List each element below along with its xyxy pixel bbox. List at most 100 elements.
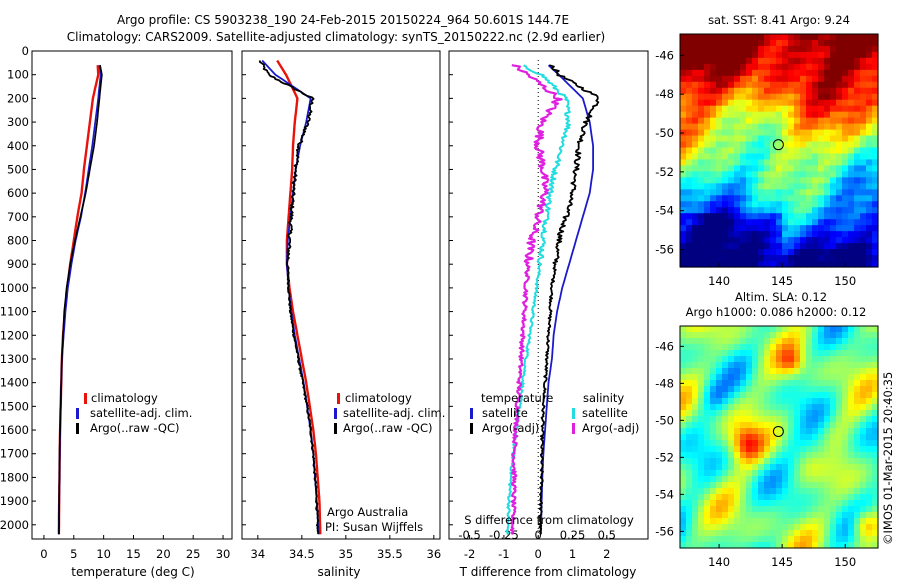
heatmap-cell: [788, 536, 795, 543]
heatmap-cell: [770, 530, 777, 537]
heatmap-cell: [740, 434, 747, 441]
heatmap-cell: [692, 171, 699, 178]
heatmap-cell: [704, 237, 711, 244]
heatmap-cell: [734, 219, 741, 226]
heatmap-cell: [740, 105, 747, 113]
heatmap-cell: [830, 518, 837, 525]
heatmap-cell: [782, 261, 789, 268]
heatmap-cell: [848, 434, 855, 441]
heatmap-cell: [860, 201, 867, 208]
heatmap-cell: [782, 141, 789, 149]
heatmap-cell: [716, 237, 723, 244]
heatmap-cell: [788, 404, 795, 411]
heatmap-cell: [860, 488, 867, 495]
legend-label-argo: Argo(..raw -QC): [343, 421, 433, 435]
heatmap-cell: [794, 81, 801, 89]
heatmap-cell: [872, 135, 879, 143]
heatmap-cell: [692, 87, 699, 95]
heatmap-cell: [830, 81, 837, 89]
heatmap-cell: [758, 135, 765, 143]
heatmap-cell: [794, 488, 801, 495]
heatmap-cell: [782, 380, 789, 387]
heatmap-cell: [806, 482, 813, 489]
heatmap-cell: [692, 231, 699, 238]
heatmap-cell: [704, 147, 711, 155]
heatmap-cell: [734, 225, 741, 232]
heatmap-cell: [680, 524, 687, 531]
heatmap-cell: [758, 512, 765, 519]
heatmap-cell: [824, 494, 831, 501]
heatmap-cell: [722, 255, 729, 262]
heatmap-cell: [698, 374, 705, 381]
heatmap-cell: [710, 404, 717, 411]
heatmap-cell: [836, 141, 843, 149]
heatmap-cell: [722, 482, 729, 489]
heatmap-cell: [866, 39, 873, 47]
heatmap-cell: [686, 231, 693, 238]
heatmap-cell: [710, 452, 717, 459]
heatmap-cell: [704, 129, 711, 137]
heatmap-cell: [776, 398, 783, 405]
heatmap-cell: [728, 189, 735, 196]
heatmap-cell: [710, 464, 717, 471]
heatmap-cell: [680, 123, 687, 131]
heatmap-cell: [824, 51, 831, 59]
lon-tick-label: 145: [771, 555, 793, 569]
heatmap-cell: [716, 362, 723, 369]
heatmap-cell: [698, 45, 705, 53]
heatmap-cell: [698, 494, 705, 501]
heatmap-cell: [866, 338, 873, 345]
heatmap-cell: [764, 117, 771, 125]
heatmap-cell: [824, 147, 831, 155]
heatmap-cell: [830, 213, 837, 220]
s-tick-label: -0.25: [489, 528, 519, 542]
heatmap-cell: [842, 159, 849, 167]
heatmap-cell: [794, 63, 801, 71]
heatmap-cell: [770, 117, 777, 125]
heatmap-cell: [794, 129, 801, 137]
heatmap-cell: [686, 51, 693, 59]
heatmap-cell: [716, 422, 723, 429]
heatmap-cell: [758, 464, 765, 471]
heatmap-cell: [848, 542, 855, 549]
heatmap-cell: [782, 332, 789, 339]
heatmap-cell: [734, 189, 741, 196]
heatmap-cell: [872, 386, 879, 393]
heatmap-cell: [848, 362, 855, 369]
heatmap-cell: [734, 159, 741, 167]
heatmap-cell: [836, 249, 843, 256]
heatmap-cell: [746, 416, 753, 423]
heatmap-cell: [800, 69, 807, 77]
heatmap-cell: [794, 34, 801, 41]
heatmap-cell: [704, 141, 711, 149]
heatmap-cell: [746, 410, 753, 417]
heatmap-cell: [710, 57, 717, 65]
heatmap-cell: [800, 135, 807, 143]
heatmap-cell: [710, 87, 717, 95]
heatmap-cell: [860, 356, 867, 363]
heatmap-cell: [812, 147, 819, 155]
heatmap-cell: [824, 428, 831, 435]
heatmap-cell: [854, 117, 861, 125]
heatmap-cell: [800, 416, 807, 423]
heatmap-cell: [740, 410, 747, 417]
heatmap-cell: [866, 51, 873, 59]
heatmap-cell: [812, 500, 819, 507]
heatmap-cell: [830, 153, 837, 161]
heatmap-cell: [812, 326, 819, 333]
heatmap-cell: [812, 530, 819, 537]
x-tick-label: 35.5: [377, 547, 403, 561]
heatmap-cell: [854, 398, 861, 405]
heatmap-cell: [710, 195, 717, 202]
heatmap-cell: [782, 530, 789, 537]
heatmap-cell: [734, 99, 741, 107]
heatmap-cell: [764, 183, 771, 190]
heatmap-cell: [860, 34, 867, 41]
heatmap-cell: [770, 410, 777, 417]
heatmap-cell: [728, 39, 735, 47]
heatmap-cell: [806, 506, 813, 513]
heatmap-cell: [728, 255, 735, 262]
heatmap-cell: [812, 57, 819, 65]
heatmap-cell: [866, 34, 873, 41]
heatmap-cell: [872, 452, 879, 459]
